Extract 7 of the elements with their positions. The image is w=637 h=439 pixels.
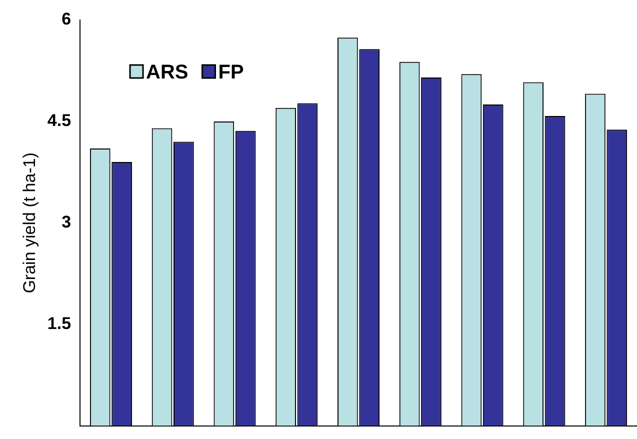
legend-label: FP — [218, 62, 244, 84]
legend-label: ARS — [146, 62, 188, 84]
y-axis-title: Grain yield (t ha-1) — [20, 152, 39, 294]
y-tick-label: 1.5 — [47, 314, 72, 334]
y-tick-label: 3 — [62, 212, 72, 232]
y-tick-label: 6 — [62, 10, 72, 29]
y-tick-label: 4.5 — [47, 111, 72, 130]
